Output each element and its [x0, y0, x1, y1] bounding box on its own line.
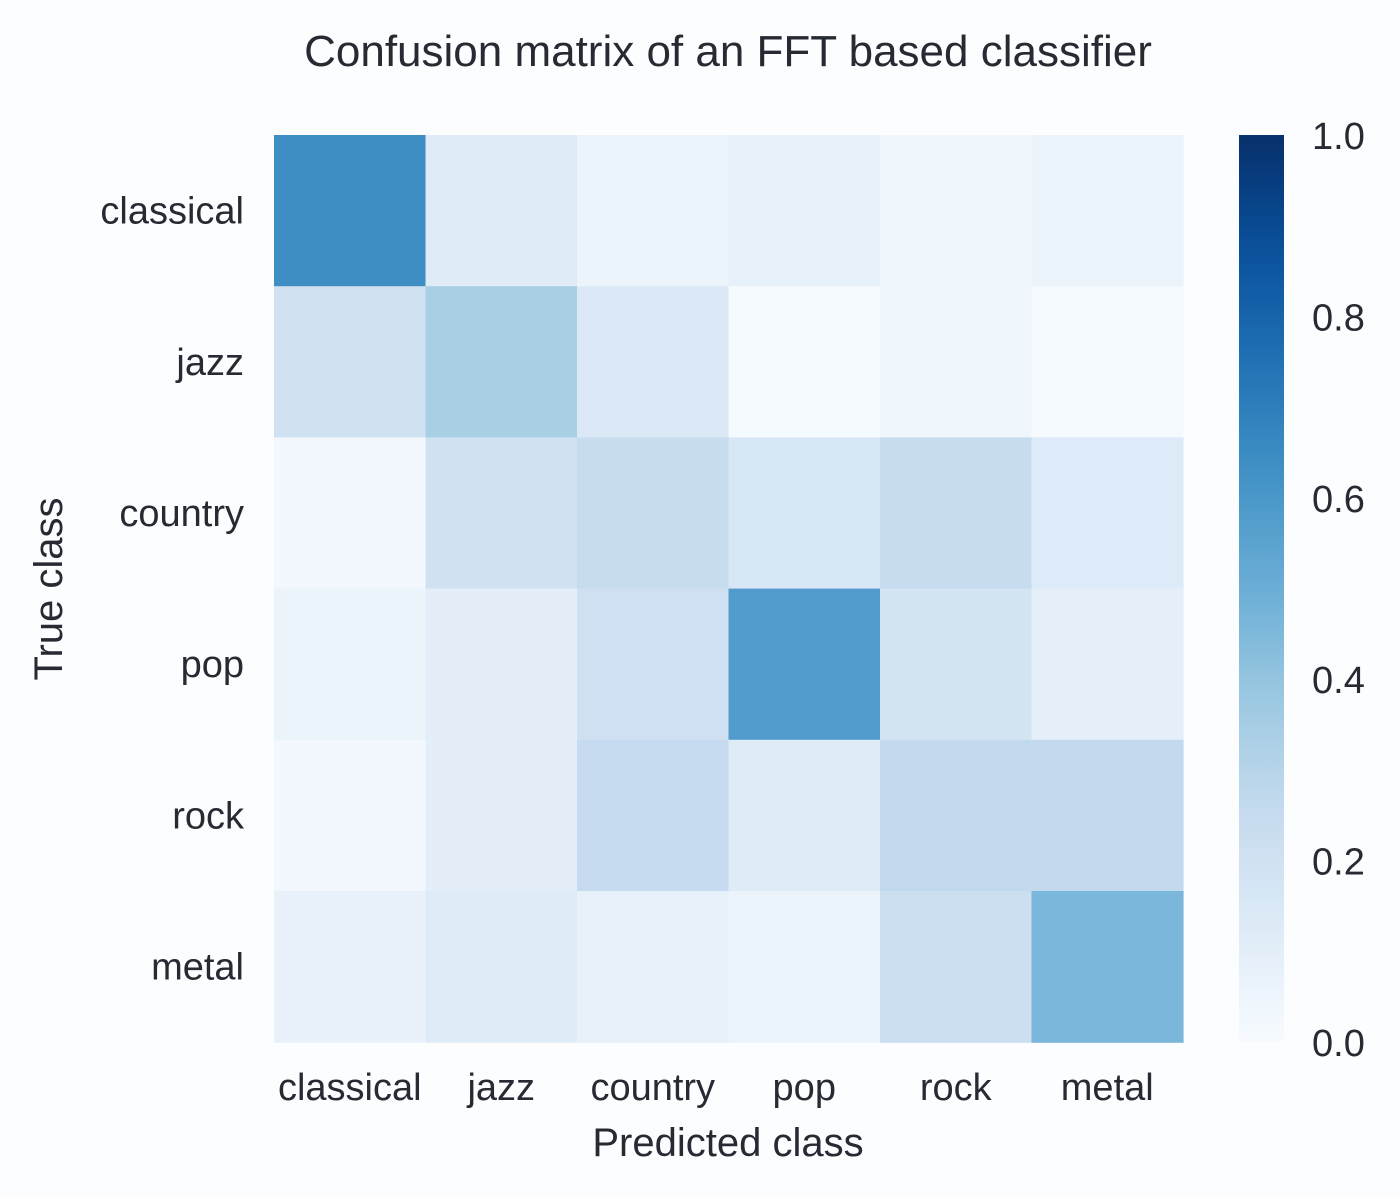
y-tick-label-classical: classical: [100, 191, 244, 233]
colorbar-tick-0.0: 0.0: [1312, 1023, 1365, 1065]
heatmap-cell-rock-pop: [728, 739, 881, 892]
x-tick-label-metal: metal: [1061, 1067, 1154, 1109]
heatmap-cell-country-classical: [274, 437, 427, 590]
heatmap-cell-classical-country: [577, 135, 730, 287]
x-tick-label-country: country: [590, 1067, 715, 1109]
heatmap-cell-country-pop: [728, 437, 881, 590]
heatmap-cell-metal-classical: [274, 891, 427, 1043]
colorbar-tick-0.4: 0.4: [1312, 660, 1365, 702]
colorbar-tick-0.8: 0.8: [1312, 297, 1365, 339]
heatmap-cell-country-rock: [880, 437, 1033, 590]
heatmap-cell-country-jazz: [425, 437, 578, 590]
colorbar-tick-labels: 0.0 0.2 0.4 0.6 0.8 1.0: [1312, 116, 1365, 1065]
x-tick-label-classical: classical: [278, 1067, 422, 1109]
colorbar-tick-0.2: 0.2: [1312, 842, 1365, 884]
heatmap-cell-pop-rock: [880, 588, 1033, 741]
heatmap-cell-metal-jazz: [425, 891, 578, 1043]
heatmap-cell-rock-country: [577, 739, 730, 892]
heatmap-cell-rock-jazz: [425, 739, 578, 892]
heatmap-cell-pop-jazz: [425, 588, 578, 741]
y-tick-labels: classical jazz country pop rock metal: [100, 191, 245, 989]
heatmap-cell-jazz-metal: [1031, 286, 1184, 438]
heatmap-cell-jazz-jazz: [425, 286, 578, 438]
x-axis-label: Predicted class: [592, 1121, 863, 1165]
heatmap-cell-rock-metal: [1031, 739, 1184, 892]
y-tick-label-pop: pop: [181, 644, 244, 686]
y-tick-label-country: country: [119, 493, 244, 535]
x-tick-label-jazz: jazz: [466, 1067, 535, 1109]
x-tick-label-pop: pop: [773, 1067, 836, 1109]
heatmap-cell-metal-pop: [728, 891, 881, 1043]
colorbar-tick-0.6: 0.6: [1312, 479, 1365, 521]
y-tick-label-metal: metal: [151, 947, 244, 989]
heatmap-cell-country-country: [577, 437, 730, 590]
heatmap-cell-jazz-pop: [728, 286, 881, 438]
heatmap-cell-pop-country: [577, 588, 730, 741]
heatmap-cell-metal-rock: [880, 891, 1033, 1043]
heatmap-cells: [274, 135, 1184, 1043]
heatmap-cell-classical-jazz: [425, 135, 578, 287]
colorbar-tick-1.0: 1.0: [1312, 116, 1365, 158]
heatmap-cell-classical-classical: [274, 135, 427, 287]
heatmap-cell-jazz-rock: [880, 286, 1033, 438]
heatmap-cell-classical-pop: [728, 135, 881, 287]
heatmap-cell-metal-country: [577, 891, 730, 1043]
x-tick-labels: classical jazz country pop rock metal: [278, 1067, 1154, 1109]
heatmap-cell-jazz-classical: [274, 286, 427, 438]
heatmap-cell-rock-classical: [274, 739, 427, 892]
heatmap-cell-metal-metal: [1031, 891, 1184, 1043]
y-tick-label-jazz: jazz: [175, 342, 244, 384]
heatmap-cell-pop-pop: [728, 588, 881, 741]
x-tick-label-rock: rock: [920, 1067, 993, 1109]
heatmap-cell-jazz-country: [577, 286, 730, 438]
y-axis-label: True class: [27, 497, 71, 680]
heatmap-cell-pop-metal: [1031, 588, 1184, 741]
heatmap-cell-classical-rock: [880, 135, 1033, 287]
heatmap-cell-country-metal: [1031, 437, 1184, 590]
y-tick-label-rock: rock: [172, 795, 245, 837]
chart-title: Confusion matrix of an FFT based classif…: [304, 27, 1152, 76]
heatmap-cell-classical-metal: [1031, 135, 1184, 287]
colorbar: [1239, 135, 1284, 1042]
heatmap-cell-pop-classical: [274, 588, 427, 741]
heatmap-cell-rock-rock: [880, 739, 1033, 892]
